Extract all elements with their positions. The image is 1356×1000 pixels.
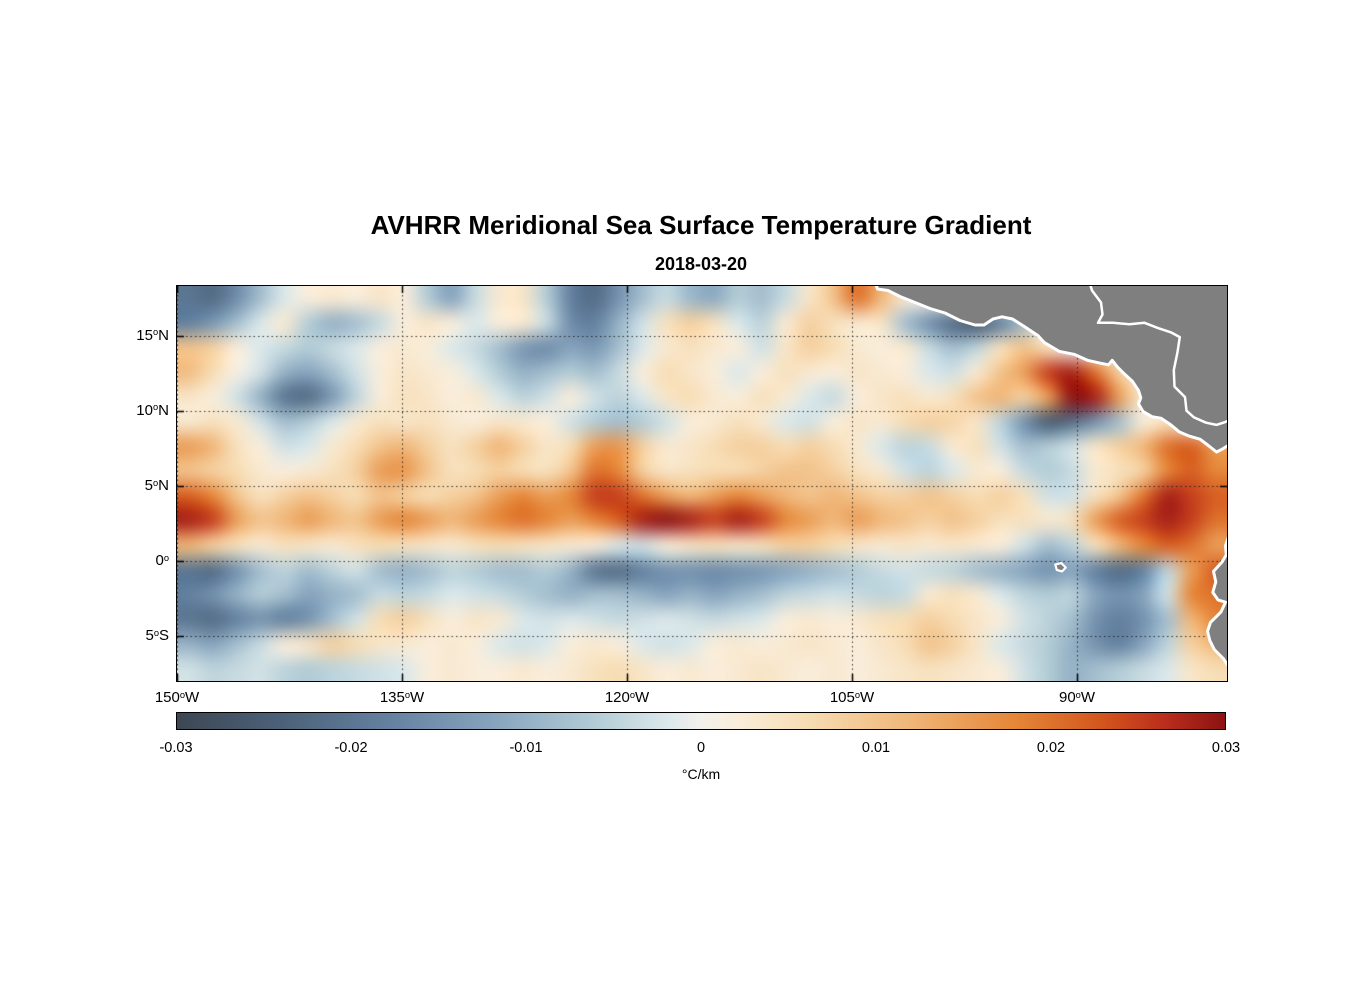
x-tick-label-120W: 120oW (604, 689, 650, 706)
caribbean-coastline (1089, 286, 1227, 427)
chart-date-subtitle: 2018-03-20 (654, 254, 748, 274)
y-tick-label-0eq: 0o (155, 551, 169, 569)
colorbar-tick-0.02: 0.02 (1036, 740, 1066, 756)
sst-gradient-heatmap (177, 286, 1227, 681)
colorbar (176, 712, 1226, 730)
x-tick-label-135W: 135oW (379, 689, 425, 706)
colorbar-unit-label: °C/km (681, 766, 721, 782)
x-tick-label-150W: 150oW (154, 689, 200, 706)
chart-title: AVHRR Meridional Sea Surface Temperature… (370, 210, 1032, 240)
y-tick-label-10N: 10oN (136, 401, 169, 419)
colorbar-tick-0.03: 0.03 (1211, 740, 1241, 756)
x-tick-label-90W: 90oW (1058, 689, 1096, 706)
colorbar-tick--0.01: -0.01 (509, 740, 543, 756)
colorbar-wrap: -0.03 -0.02 -0.01 0 0.01 0.02 0.03 °C/km (159, 712, 1240, 782)
map-plot-area: 15oN 10oN 5oN 0o 5oS 150oW 135oW 120oW 105oW 90o… (136, 285, 1228, 706)
land-south-america (1206, 536, 1227, 667)
colorbar-tick--0.02: -0.02 (334, 740, 368, 756)
y-tick-label-5S: 5oS (145, 626, 169, 644)
land-central-america (874, 286, 1227, 454)
colorbar-tick-0.01: 0.01 (861, 740, 891, 756)
y-tick-label-5N: 5oN (144, 476, 169, 494)
x-tick-label-105W: 105oW (829, 689, 875, 706)
land-galapagos-islands (1054, 562, 1067, 573)
y-tick-label-15N: 15oN (136, 326, 169, 344)
colorbar-tick-0: 0 (696, 740, 706, 756)
colorbar-tick--0.03: -0.03 (159, 740, 193, 756)
land-overlay (874, 286, 1227, 667)
